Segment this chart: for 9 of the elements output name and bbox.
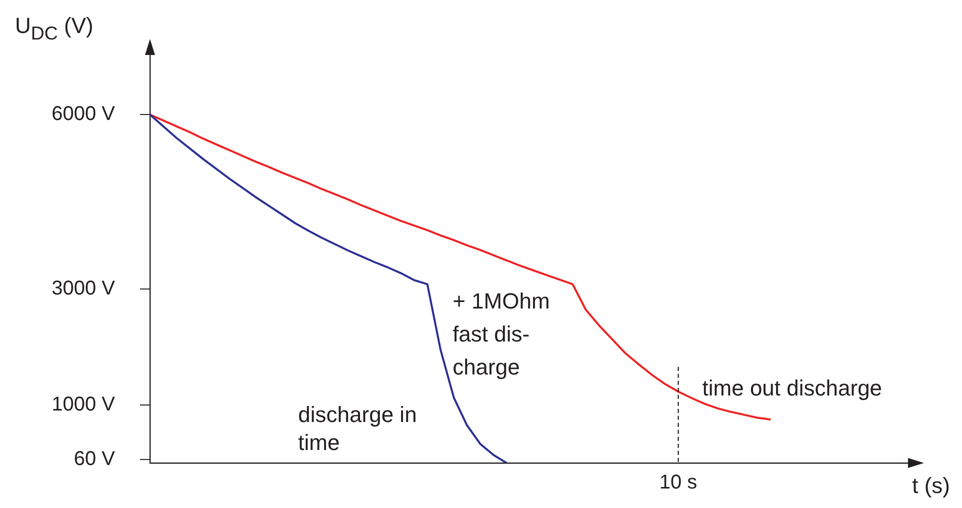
y-tick-label: 6000 V — [52, 103, 116, 126]
series-label: discharge in time — [298, 402, 417, 455]
y-tick-label: 3000 V — [52, 277, 116, 300]
y-tick-label: 1000 V — [52, 393, 116, 416]
x-tick-label: 10 s — [659, 472, 698, 494]
annotation: + 1MOhm fast dis- charge — [452, 288, 550, 380]
y-tick-label: 60 V — [74, 448, 116, 470]
series-label: time out discharge — [702, 376, 882, 401]
x-axis-title: t (s) — [912, 473, 950, 498]
